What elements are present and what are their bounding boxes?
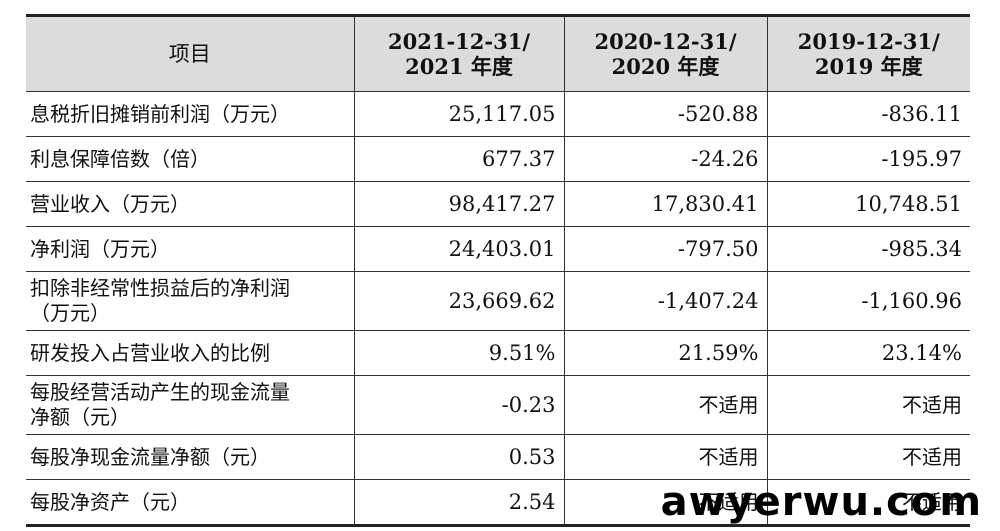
cell-2019: -195.97 xyxy=(766,136,970,182)
cell-2020: -797.50 xyxy=(563,226,768,272)
row-label: 息税折旧摊销前利润（万元） xyxy=(26,91,355,137)
header-row: 项目 2021-12-31/ 2021 年度 2020-12-31/ 2020 … xyxy=(26,15,970,92)
cell-2019: -1,160.96 xyxy=(766,271,970,331)
header-2020-date: 2020-12-31/ xyxy=(594,29,737,54)
row-label: 每股净资产（元） xyxy=(26,479,355,526)
row-label: 每股经营活动产生的现金流量 净额（元） xyxy=(26,375,355,435)
cell-2019: 不适用 xyxy=(766,479,970,526)
row-label-line1: 每股经营活动产生的现金流量 xyxy=(30,380,290,404)
cell-2019: 23.14% xyxy=(766,330,970,376)
row-label-line1: 扣除非经常性损益后的净利润 xyxy=(30,276,290,300)
table-row: 利息保障倍数（倍） 677.37 -24.26 -195.97 xyxy=(26,136,970,182)
table-body: 息税折旧摊销前利润（万元） 25,117.05 -520.88 -836.11 … xyxy=(26,91,970,526)
table-row: 每股净资产（元） 2.54 不适用 不适用 xyxy=(26,479,970,526)
header-2020-year: 2020 年度 xyxy=(611,54,720,79)
table-row: 净利润（万元） 24,403.01 -797.50 -985.34 xyxy=(26,226,970,272)
table-row: 每股经营活动产生的现金流量 净额（元） -0.23 不适用 不适用 xyxy=(26,375,970,435)
cell-2021: 98,417.27 xyxy=(353,181,565,227)
header-item: 项目 xyxy=(26,15,355,92)
cell-2020: 不适用 xyxy=(563,479,768,526)
cell-2021: 2.54 xyxy=(353,479,565,526)
table-row: 息税折旧摊销前利润（万元） 25,117.05 -520.88 -836.11 xyxy=(26,91,970,137)
table-row: 营业收入（万元） 98,417.27 17,830.41 10,748.51 xyxy=(26,181,970,227)
financial-indicators-table: 项目 2021-12-31/ 2021 年度 2020-12-31/ 2020 … xyxy=(26,14,970,527)
cell-2020: 17,830.41 xyxy=(563,181,768,227)
cell-2020: 不适用 xyxy=(563,434,768,480)
table-header: 项目 2021-12-31/ 2021 年度 2020-12-31/ 2020 … xyxy=(26,15,970,92)
table-row: 每股净现金流量净额（元） 0.53 不适用 不适用 xyxy=(26,434,970,480)
cell-2020: -24.26 xyxy=(563,136,768,182)
header-item-label: 项目 xyxy=(168,41,211,66)
header-2021-year: 2021 年度 xyxy=(405,54,513,79)
cell-2019: -836.11 xyxy=(766,91,970,137)
row-label-line2: 净额（元） xyxy=(30,405,130,429)
cell-2021: 677.37 xyxy=(353,136,565,182)
table-row: 扣除非经常性损益后的净利润 （万元） 23,669.62 -1,407.24 -1… xyxy=(26,271,970,331)
cell-2019: 10,748.51 xyxy=(766,181,970,227)
header-2019-year: 2019 年度 xyxy=(814,54,923,79)
row-label: 研发投入占营业收入的比例 xyxy=(26,330,355,376)
cell-2021: 25,117.05 xyxy=(353,91,565,137)
table-row: 研发投入占营业收入的比例 9.51% 21.59% 23.14% xyxy=(26,330,970,376)
cell-2021: 24,403.01 xyxy=(353,226,565,272)
header-2021: 2021-12-31/ 2021 年度 xyxy=(353,15,565,92)
row-label: 扣除非经常性损益后的净利润 （万元） xyxy=(26,271,355,331)
watermark: awyerwu.com xyxy=(660,479,982,525)
row-label-line2: （万元） xyxy=(30,301,110,325)
row-label: 净利润（万元） xyxy=(26,226,355,272)
cell-2019: -985.34 xyxy=(766,226,970,272)
header-2020: 2020-12-31/ 2020 年度 xyxy=(563,15,768,92)
row-label: 每股净现金流量净额（元） xyxy=(26,434,355,480)
cell-2020: 21.59% xyxy=(563,330,768,376)
cell-2019: 不适用 xyxy=(766,434,970,480)
cell-2020: -520.88 xyxy=(563,91,768,137)
cell-2021: 9.51% xyxy=(353,330,565,376)
row-label: 营业收入（万元） xyxy=(26,181,355,227)
cell-2020: -1,407.24 xyxy=(563,271,768,331)
header-2019-date: 2019-12-31/ xyxy=(797,29,940,54)
header-2019: 2019-12-31/ 2019 年度 xyxy=(766,15,970,92)
cell-2021: -0.23 xyxy=(353,375,565,435)
cell-2021: 0.53 xyxy=(353,434,565,480)
header-2021-date: 2021-12-31/ xyxy=(388,29,530,54)
cell-2020: 不适用 xyxy=(563,375,768,435)
cell-2021: 23,669.62 xyxy=(353,271,565,331)
financial-indicators-table-wrap: 项目 2021-12-31/ 2021 年度 2020-12-31/ 2020 … xyxy=(26,14,970,527)
cell-2019: 不适用 xyxy=(766,375,970,435)
row-label: 利息保障倍数（倍） xyxy=(26,136,355,182)
